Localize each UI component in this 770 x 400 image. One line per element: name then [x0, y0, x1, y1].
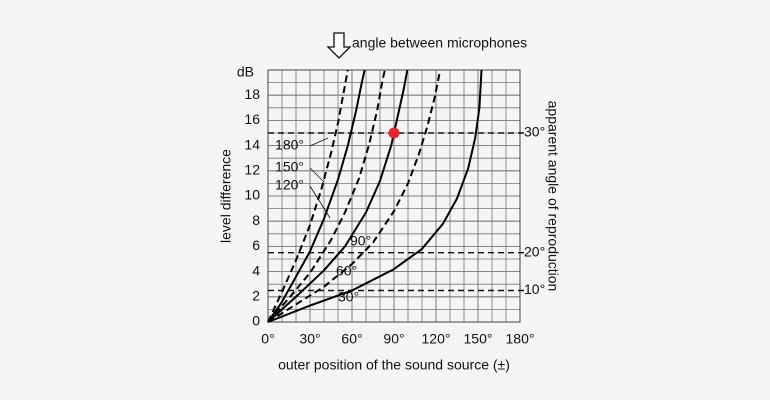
x-tick-label: 150° — [464, 331, 493, 347]
curve-label: 90° — [350, 233, 371, 249]
x-tick-label: 90° — [383, 331, 404, 347]
curve-label: 180° — [275, 137, 304, 153]
x-tick-label: 120° — [422, 331, 451, 347]
y-tick-label: 0 — [252, 313, 260, 329]
y-tick-label: 14 — [244, 136, 260, 152]
curve — [267, 69, 349, 323]
x-tick-label: 0° — [261, 331, 274, 347]
leader-line — [309, 167, 325, 183]
chart-title: angle between microphones — [352, 35, 527, 51]
reference-label: 30° — [524, 124, 545, 140]
highlight-point — [388, 127, 400, 139]
curve — [267, 69, 442, 323]
plot-frame — [267, 69, 521, 323]
curve-label: 30° — [338, 289, 359, 305]
y-tick-label: 10 — [244, 187, 260, 203]
y-tick-label: 8 — [252, 212, 260, 228]
x-tick-label: 30° — [299, 331, 320, 347]
y-tick-label: 18 — [244, 86, 260, 102]
y-tick-label: 4 — [252, 262, 260, 278]
reference-label: 10° — [524, 281, 545, 297]
reference-label: 20° — [524, 243, 545, 259]
x-tick-label: 180° — [506, 331, 535, 347]
x-axis-label: outer position of the sound source (±) — [278, 357, 510, 373]
leader-line — [309, 137, 329, 147]
curve-label: 120° — [275, 177, 304, 193]
y-tick-label: 16 — [244, 111, 260, 127]
x-tick-label: 60° — [341, 331, 362, 347]
y-axis-label: level difference — [218, 149, 234, 243]
y-tick-label: 6 — [252, 237, 260, 253]
arrow-icon — [326, 32, 352, 59]
curve — [267, 69, 483, 323]
curve — [267, 69, 366, 323]
curve-label: 60° — [336, 263, 357, 279]
curve — [267, 69, 409, 323]
y-unit: dB — [237, 64, 254, 80]
y-tick-label: 12 — [244, 162, 260, 178]
curve-label: 150° — [275, 159, 304, 175]
y-tick-label: 2 — [252, 288, 260, 304]
curve — [267, 69, 386, 323]
y2-axis-label: apparent angle of reproduction — [545, 101, 561, 292]
